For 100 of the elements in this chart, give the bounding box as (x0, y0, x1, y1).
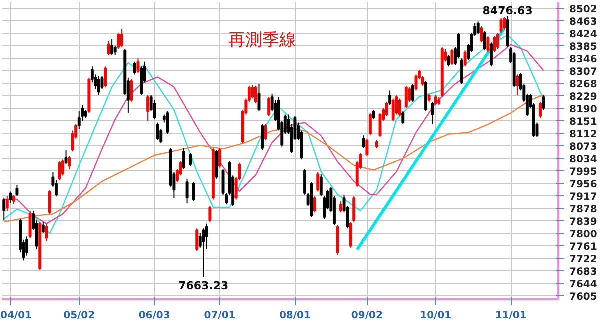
candlestick (156, 122, 160, 141)
candlestick (539, 101, 542, 118)
candlestick (28, 210, 32, 239)
candlestick (48, 190, 52, 215)
candlestick (496, 32, 500, 50)
y-tick-label: 8385 (570, 42, 598, 53)
x-tick-label: 04/01 (0, 310, 32, 322)
candlestick (392, 98, 395, 122)
y-tick-label: 8151 (570, 116, 598, 128)
candlestick (120, 28, 124, 48)
candlestick (268, 96, 271, 117)
candlestick (411, 84, 414, 102)
x-tick-label: 09/02 (351, 310, 383, 322)
y-tick-label: 7995 (570, 166, 598, 178)
candlestick (320, 174, 323, 198)
y-tick-label: 7956 (570, 179, 598, 190)
candlestick (251, 84, 254, 100)
y-tick-label: 8502 (570, 4, 598, 16)
candlestick (261, 124, 264, 151)
y-tick-label: 7683 (570, 266, 598, 278)
candlestick (110, 38, 114, 56)
candlestick (464, 50, 467, 68)
annotation: 再測季線 (228, 30, 297, 50)
candlestick (385, 101, 388, 117)
candlestick (16, 184, 19, 198)
candlestick (6, 196, 9, 212)
candlestick (26, 236, 29, 256)
candlestick (117, 32, 120, 50)
candlestick (62, 159, 64, 176)
x-tick-label: 05/02 (64, 310, 96, 322)
candlestick (483, 30, 486, 52)
candlestick (313, 196, 316, 214)
candlestick (368, 112, 372, 136)
candlestick (130, 78, 134, 102)
candlestick (208, 206, 212, 223)
candlestick (431, 101, 434, 125)
candlestick (460, 58, 464, 85)
candlestick (516, 74, 520, 96)
candlestick (2, 198, 6, 222)
candlestick (9, 191, 12, 204)
candlestick (362, 135, 366, 149)
x-tick-label: 07/01 (204, 310, 236, 322)
candlestick (192, 182, 196, 202)
candlestick (64, 150, 68, 165)
candlestick (450, 48, 454, 66)
candlestick (68, 156, 72, 170)
candlestick (493, 36, 496, 53)
y-tick-label: 7722 (570, 254, 598, 266)
y-tick-label: 7800 (570, 229, 598, 240)
candlestick (503, 16, 506, 30)
candlestick (182, 148, 186, 170)
candlestick (490, 42, 493, 68)
line-series (4, 94, 544, 223)
candlestick (153, 100, 156, 120)
y-tick-label: 8346 (570, 54, 598, 66)
candlestick (136, 58, 140, 74)
x-tick-label: 10/01 (420, 310, 452, 322)
candlestick (107, 40, 110, 56)
y-tick-label: 7605 (570, 292, 598, 303)
candlestick (189, 152, 192, 167)
y-tick-label: 8463 (570, 16, 598, 28)
candlestick (352, 196, 356, 223)
candlestick (542, 95, 546, 110)
candlestick (146, 95, 150, 122)
x-tick-label: 08/01 (279, 310, 311, 322)
candlestick (404, 85, 408, 109)
candlestick (486, 36, 490, 53)
annotation: 7663.23 (178, 279, 229, 292)
candlestick (104, 66, 108, 88)
x-tick-label: 06/03 (138, 310, 170, 322)
candlestick (45, 223, 48, 242)
candlestick (12, 194, 16, 206)
y-tick-label: 7917 (570, 192, 598, 203)
candlestick (434, 95, 438, 106)
y-tick-label: 8268 (570, 79, 598, 90)
candlestick (447, 54, 450, 68)
candlestick (166, 111, 170, 134)
candlestick (264, 124, 268, 141)
candlestick (316, 172, 320, 192)
candlestick (196, 228, 199, 252)
candlestick (402, 111, 405, 125)
y-tick-label: 8190 (570, 104, 598, 116)
candlestick (480, 26, 484, 44)
y-tick-label: 8073 (570, 142, 598, 153)
y-tick-label: 8424 (570, 29, 598, 40)
candlestick (398, 98, 402, 117)
candlestick (349, 222, 352, 248)
candlestick (202, 228, 206, 278)
candlestick (366, 138, 369, 157)
y-tick-label: 8307 (570, 66, 598, 78)
x-tick-label: 11/01 (495, 310, 527, 322)
y-tick-label: 8229 (570, 92, 598, 103)
candlestick (476, 21, 480, 36)
y-tick-label: 7644 (570, 279, 598, 290)
y-tick-label: 7839 (570, 216, 598, 228)
candlestick (98, 76, 100, 96)
y-tick-label: 8034 (570, 154, 598, 166)
candlestick (114, 45, 117, 56)
annotation: 8476.63 (482, 4, 533, 18)
candlestick (218, 148, 222, 168)
